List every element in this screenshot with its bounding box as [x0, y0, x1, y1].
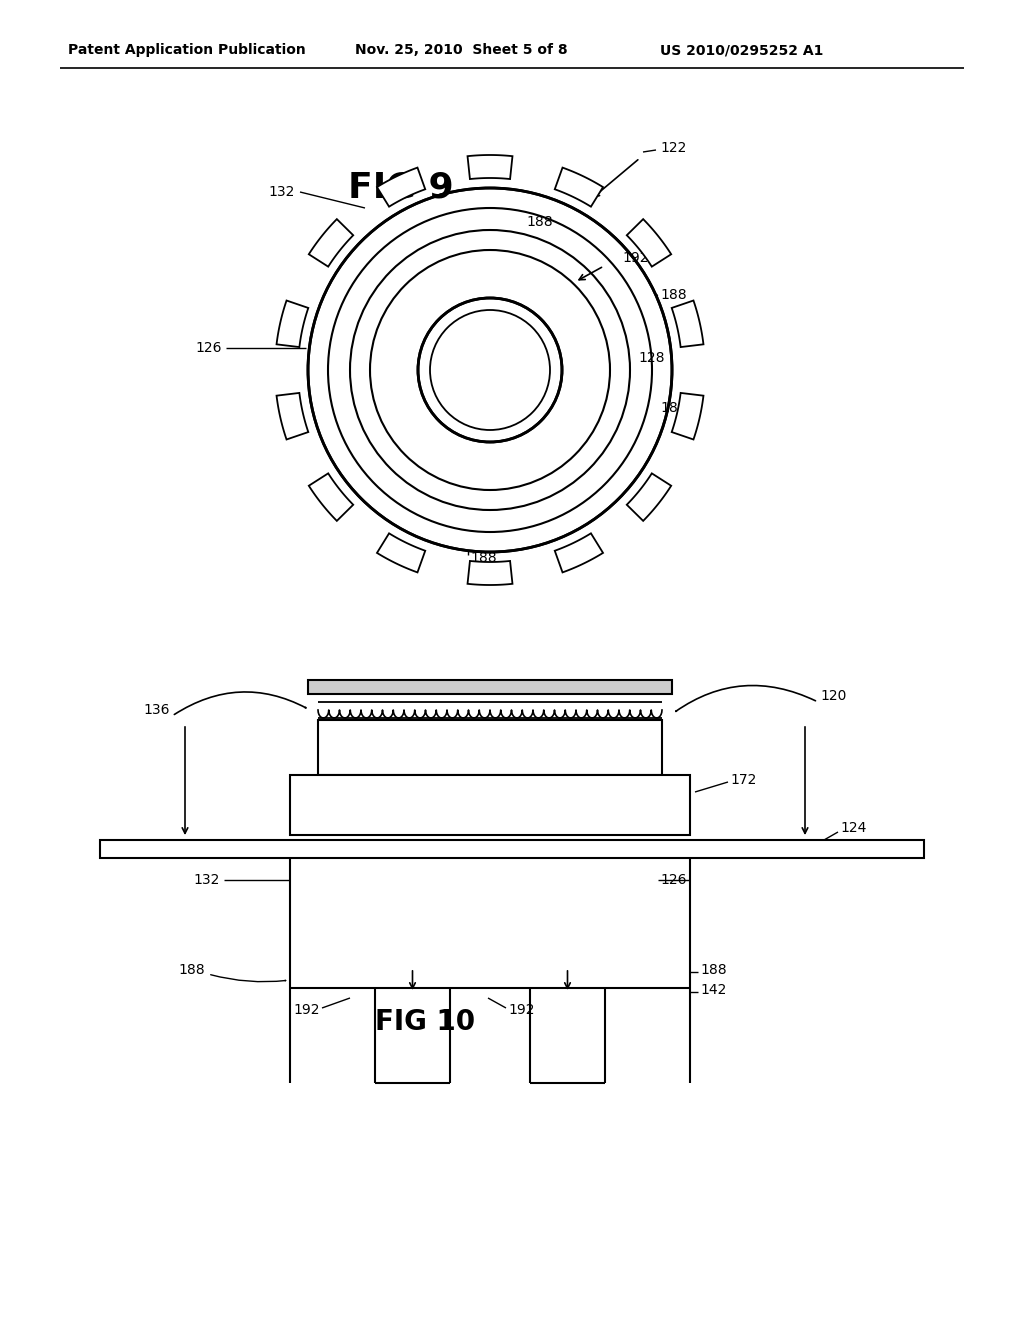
- Bar: [308, 680, 672, 694]
- FancyArrowPatch shape: [211, 974, 286, 982]
- Text: 172: 172: [730, 774, 757, 787]
- Bar: [290, 775, 690, 836]
- Text: Nov. 25, 2010  Sheet 5 of 8: Nov. 25, 2010 Sheet 5 of 8: [355, 44, 567, 57]
- Polygon shape: [309, 219, 353, 267]
- Polygon shape: [377, 168, 425, 207]
- Text: 192: 192: [622, 251, 648, 265]
- Polygon shape: [672, 393, 703, 440]
- Circle shape: [275, 154, 705, 585]
- Text: 132: 132: [268, 185, 295, 199]
- Polygon shape: [627, 219, 671, 267]
- Bar: [100, 840, 924, 858]
- Text: 188: 188: [700, 964, 727, 977]
- Text: 192: 192: [508, 1003, 535, 1016]
- Text: 170: 170: [840, 841, 866, 855]
- Text: FIG 9: FIG 9: [348, 172, 454, 205]
- Text: 124: 124: [840, 821, 866, 836]
- FancyArrowPatch shape: [676, 685, 815, 711]
- Text: 122: 122: [660, 141, 686, 154]
- FancyArrowPatch shape: [174, 692, 306, 714]
- Polygon shape: [276, 393, 308, 440]
- Text: 136: 136: [143, 704, 170, 717]
- Circle shape: [418, 298, 562, 442]
- Polygon shape: [555, 533, 603, 573]
- Polygon shape: [468, 154, 512, 180]
- Text: FIG 10: FIG 10: [375, 1008, 475, 1036]
- Polygon shape: [468, 561, 512, 585]
- Text: US 2010/0295252 A1: US 2010/0295252 A1: [660, 44, 823, 57]
- Circle shape: [308, 187, 672, 552]
- Polygon shape: [672, 301, 703, 347]
- Text: 128: 128: [638, 351, 665, 366]
- Text: 188: 188: [526, 215, 553, 228]
- Text: 188: 188: [178, 964, 205, 977]
- Polygon shape: [309, 474, 353, 521]
- Text: 120: 120: [820, 689, 847, 704]
- Polygon shape: [377, 533, 425, 573]
- Text: 142: 142: [700, 983, 726, 997]
- Text: 188: 188: [660, 288, 687, 302]
- Text: 132: 132: [194, 873, 220, 887]
- Polygon shape: [555, 168, 603, 207]
- Text: 126: 126: [660, 873, 686, 887]
- Text: 126: 126: [196, 341, 222, 355]
- Text: Patent Application Publication: Patent Application Publication: [68, 44, 306, 57]
- Text: 188: 188: [660, 401, 687, 414]
- Polygon shape: [276, 301, 308, 347]
- Text: 192: 192: [294, 1003, 319, 1016]
- Text: 188: 188: [470, 550, 497, 565]
- Bar: [318, 719, 662, 775]
- Polygon shape: [627, 474, 671, 521]
